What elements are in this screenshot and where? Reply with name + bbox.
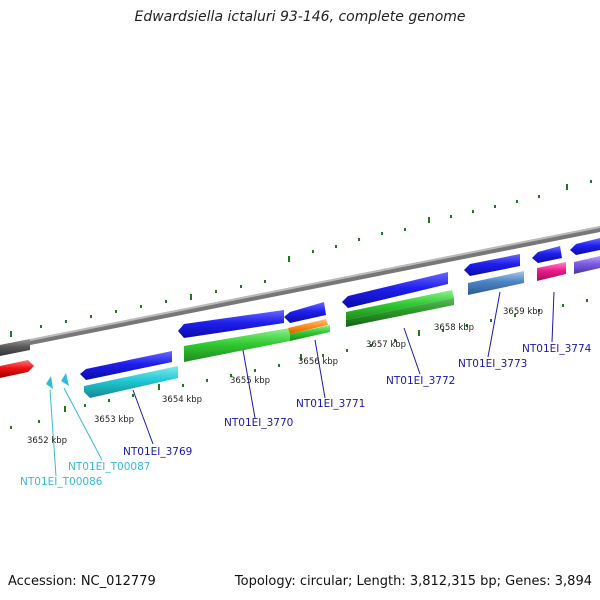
kbp-label: 3657 kbp (366, 340, 406, 350)
gene-label-3772[interactable]: NT01EI_3772 (386, 375, 455, 387)
gene-arrow-3772[interactable] (342, 272, 448, 308)
cds-arrow-3769[interactable] (84, 366, 178, 398)
trna-marker[interactable] (61, 373, 69, 386)
accession-text: Accession: NC_012779 (8, 574, 156, 589)
topology-text: Topology: circular; Length: 3,812,315 bp… (234, 574, 592, 589)
kbp-label: 3654 kbp (162, 395, 202, 405)
gene-arrow-3773[interactable] (464, 254, 520, 276)
cds-arrow-3772[interactable] (346, 290, 454, 320)
kbp-labels: 3652 kbp 3653 kbp 3654 kbp 3655 kbp 3656… (27, 307, 543, 446)
gene-arrow-3770[interactable] (178, 310, 284, 338)
kbp-label: 3652 kbp (27, 436, 67, 446)
kbp-label: 3658 kbp (434, 323, 474, 333)
gene-arrow-3774[interactable] (532, 246, 562, 263)
red-gene-arrow[interactable] (0, 360, 34, 378)
gene-labels: NT01EI_3769 NT01EI_3770 NT01EI_3771 NT01… (20, 343, 592, 488)
cds-arrow-edge[interactable] (574, 256, 600, 274)
rna-label-t00086[interactable]: NT01EI_T00086 (20, 476, 103, 488)
trna-marker[interactable] (46, 376, 53, 389)
label-leaders (49, 291, 555, 477)
gene-label-3771[interactable]: NT01EI_3771 (296, 398, 365, 410)
gene-arrow-3771[interactable] (284, 302, 326, 323)
cds-arrow-3770[interactable] (184, 328, 290, 362)
cds-arrow-3771[interactable] (290, 325, 330, 341)
cds-arrow-3772-b[interactable] (346, 298, 454, 327)
kbp-label: 3653 kbp (94, 415, 134, 425)
gene-label-3770[interactable]: NT01EI_3770 (224, 417, 293, 429)
gray-gene-arrow[interactable] (0, 339, 30, 356)
lower-tick-row (10, 299, 588, 429)
orange-gene-arrow[interactable] (288, 319, 328, 334)
gene-label-3773[interactable]: NT01EI_3773 (458, 358, 527, 370)
map-title: Edwardsiella ictaluri 93-146, complete g… (134, 9, 466, 25)
kbp-label: 3656 kbp (298, 357, 338, 367)
gene-label-3774[interactable]: NT01EI_3774 (522, 343, 592, 355)
rna-label-t00087[interactable]: NT01EI_T00087 (68, 461, 150, 473)
upper-tick-row (10, 180, 592, 337)
kbp-label: 3659 kbp (503, 307, 543, 317)
gene-arrow-edge[interactable] (570, 238, 600, 255)
gene-label-3769[interactable]: NT01EI_3769 (123, 446, 192, 458)
gene-arrow-3769[interactable] (80, 351, 172, 380)
cds-arrow-3773[interactable] (468, 271, 524, 295)
kbp-label: 3655 kbp (230, 376, 270, 386)
cds-arrow-3774[interactable] (537, 262, 566, 281)
